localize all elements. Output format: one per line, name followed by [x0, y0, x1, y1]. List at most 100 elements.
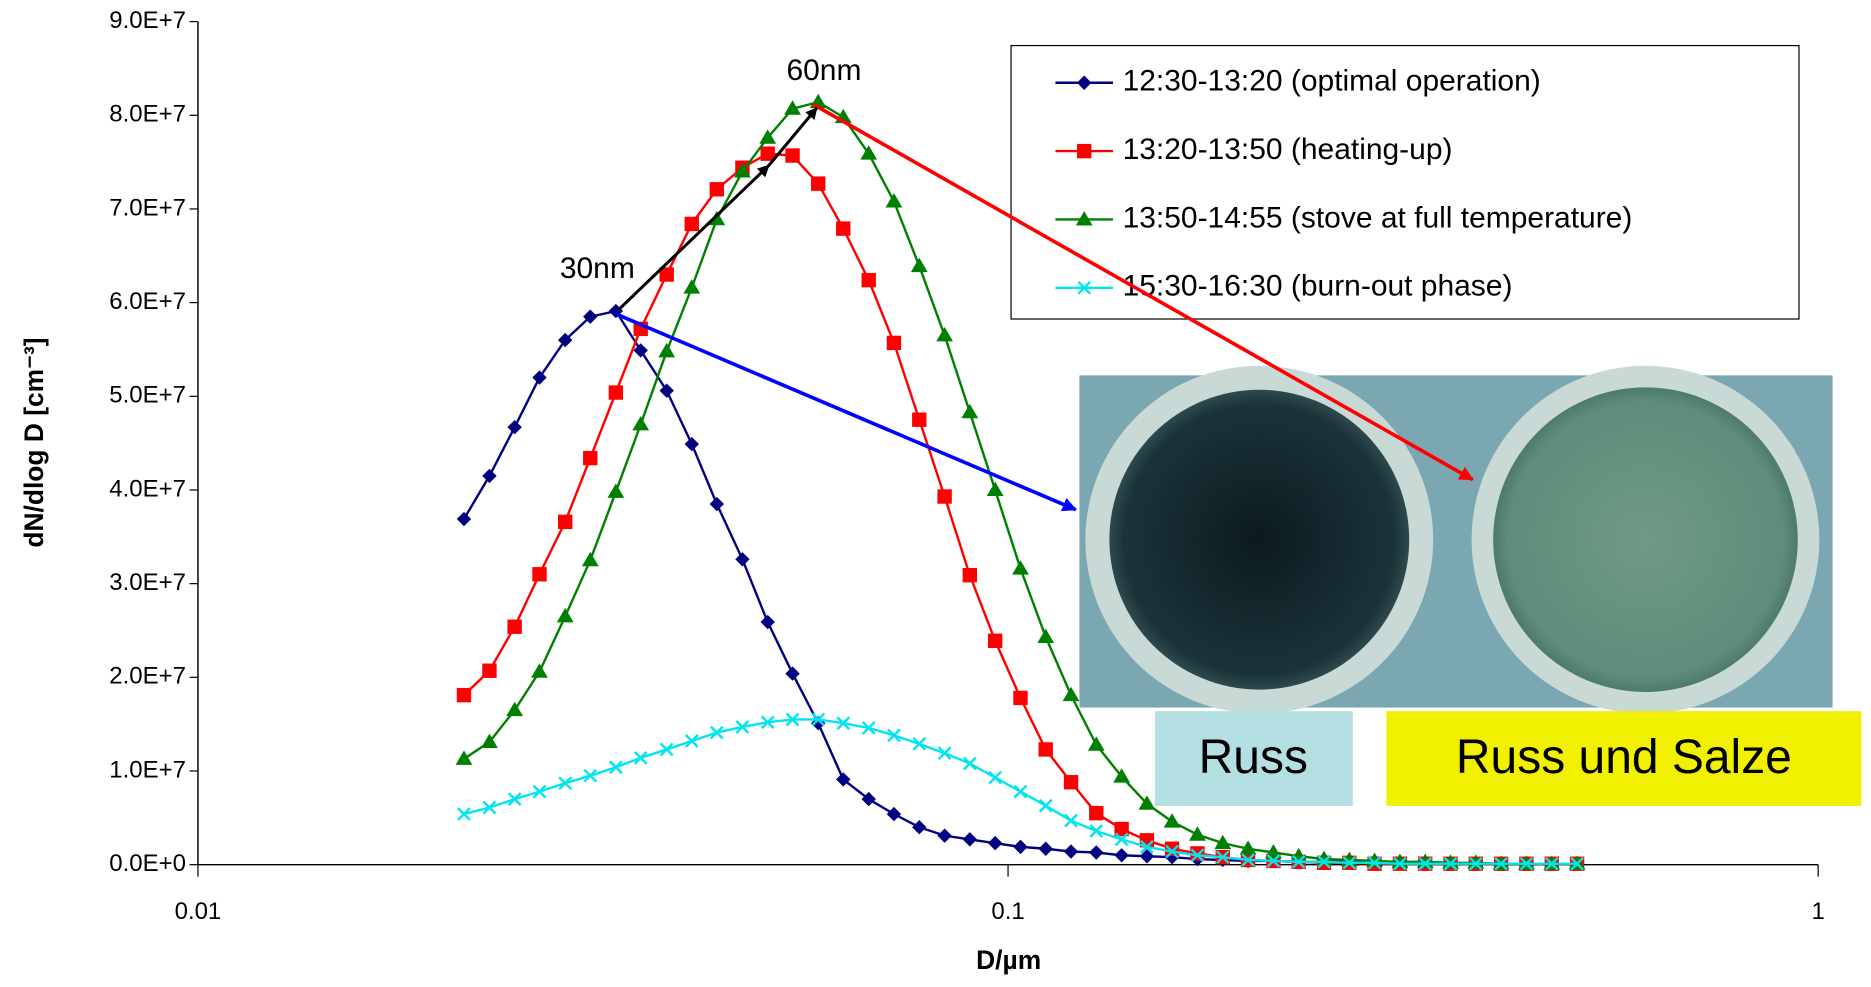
marker: [607, 483, 624, 497]
marker: [685, 217, 699, 231]
marker: [1088, 736, 1105, 750]
legend-label: 13:50-14:55 (stove at full temperature): [1123, 201, 1633, 234]
marker: [710, 182, 724, 196]
marker: [860, 145, 877, 159]
marker: [760, 615, 774, 629]
marker: [963, 832, 977, 846]
marker: [1164, 813, 1181, 827]
marker: [531, 663, 548, 677]
chart: 0.0E+01.0E+72.0E+73.0E+74.0E+75.0E+76.0E…: [0, 0, 1871, 987]
y-tick-label: 6.0E+7: [109, 288, 186, 315]
marker: [1065, 815, 1077, 827]
marker: [939, 747, 951, 759]
marker: [584, 770, 596, 782]
marker: [862, 273, 876, 287]
y-tick-label: 3.0E+7: [109, 569, 186, 596]
marker: [886, 193, 903, 207]
marker: [1189, 826, 1206, 840]
annotation: 30nm: [560, 252, 635, 285]
marker: [836, 221, 850, 235]
marker: [1040, 800, 1052, 812]
marker: [1089, 806, 1103, 820]
marker: [1165, 842, 1179, 856]
marker: [457, 512, 471, 526]
marker: [1089, 845, 1103, 859]
marker: [507, 420, 521, 434]
marker: [735, 552, 749, 566]
marker: [583, 451, 597, 465]
marker: [456, 750, 473, 764]
marker: [532, 370, 546, 384]
marker: [532, 567, 546, 581]
marker: [509, 793, 521, 805]
marker: [1039, 742, 1053, 756]
marker: [785, 148, 799, 162]
marker: [482, 469, 496, 483]
legend-label: 13:20-13:50 (heating-up): [1123, 133, 1453, 166]
legend-label: 15:30-16:30 (burn-out phase): [1123, 270, 1513, 303]
y-tick-label: 4.0E+7: [109, 475, 186, 502]
arrow: [616, 314, 1075, 509]
marker: [785, 666, 799, 680]
marker: [1015, 786, 1027, 798]
marker: [507, 620, 521, 634]
marker: [683, 279, 700, 293]
y-tick-label: 1.0E+7: [109, 756, 186, 783]
marker: [1012, 560, 1029, 574]
marker: [1064, 775, 1078, 789]
y-tick-label: 2.0E+7: [109, 663, 186, 690]
marker: [1037, 629, 1054, 643]
marker: [685, 437, 699, 451]
marker: [609, 385, 623, 399]
marker: [1090, 825, 1102, 837]
y-axis-title: dN/dlog D [cm⁻³]: [19, 337, 49, 547]
annotation: 60nm: [786, 54, 861, 87]
marker: [661, 743, 673, 755]
marker: [482, 664, 496, 678]
y-tick-label: 9.0E+7: [109, 7, 186, 34]
legend-marker: [1077, 144, 1091, 158]
marker: [989, 772, 1001, 784]
marker: [937, 828, 951, 842]
x-tick-label: 0.01: [175, 898, 222, 925]
marker: [964, 758, 976, 770]
marker: [1064, 844, 1078, 858]
marker: [912, 413, 926, 427]
marker: [1013, 840, 1027, 854]
marker: [912, 820, 926, 834]
x-tick-label: 0.1: [991, 898, 1024, 925]
marker: [887, 336, 901, 350]
marker: [582, 552, 599, 566]
y-tick-label: 0.0E+0: [109, 850, 186, 877]
marker: [988, 634, 1002, 648]
marker: [887, 807, 901, 821]
marker: [937, 489, 951, 503]
marker: [660, 383, 674, 397]
marker: [963, 568, 977, 582]
marker: [457, 688, 471, 702]
marker: [811, 176, 825, 190]
y-tick-label: 7.0E+7: [109, 194, 186, 221]
image-label: Russ: [1199, 731, 1308, 784]
marker: [913, 738, 925, 750]
marker: [987, 482, 1004, 496]
marker: [988, 836, 1002, 850]
image-label: Russ und Salze: [1456, 731, 1792, 784]
y-tick-label: 8.0E+7: [109, 101, 186, 128]
marker: [658, 343, 675, 357]
marker: [1063, 687, 1080, 701]
marker: [1039, 842, 1053, 856]
marker: [961, 404, 978, 418]
marker: [1114, 848, 1128, 862]
marker: [557, 608, 574, 622]
x-axis-title: D/µm: [976, 945, 1041, 975]
marker: [610, 761, 622, 773]
legend: 12:30-13:20 (optimal operation) 13:20-13:…: [1011, 46, 1799, 319]
marker: [710, 497, 724, 511]
marker: [634, 343, 648, 357]
marker: [559, 777, 571, 789]
marker: [558, 515, 572, 529]
marker: [686, 735, 698, 747]
legend-label: 12:30-13:20 (optimal operation): [1123, 65, 1541, 98]
filter-photo: [1079, 366, 1832, 714]
